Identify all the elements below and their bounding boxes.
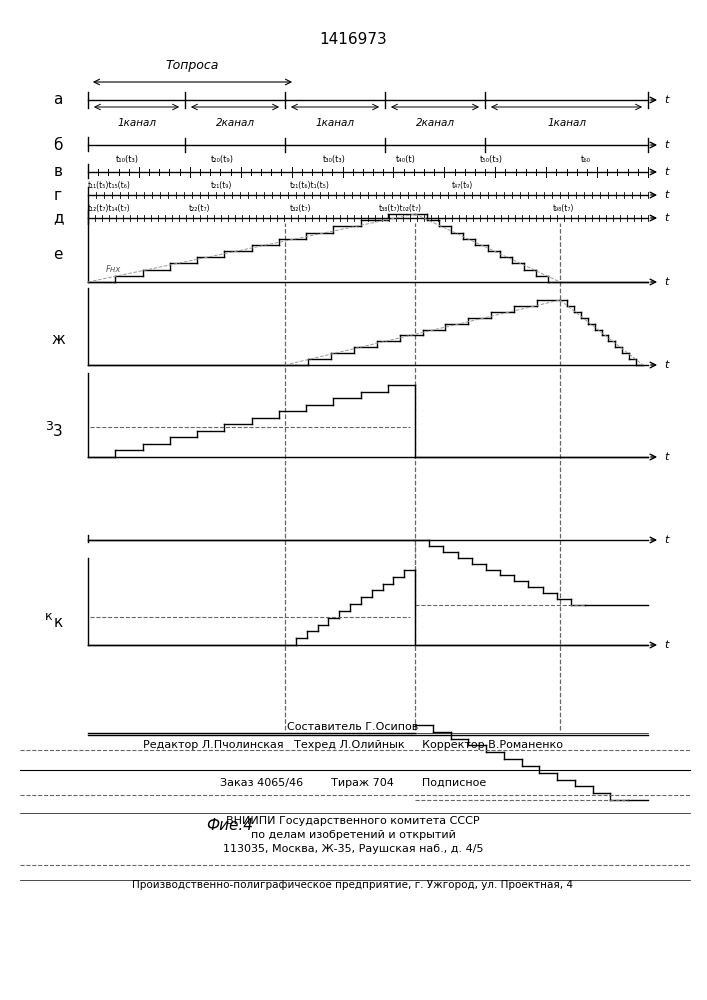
Text: t: t <box>664 190 668 200</box>
Text: t: t <box>664 360 668 370</box>
Text: t: t <box>664 95 668 105</box>
Text: 113035, Москва, Ж-35, Раушская наб., д. 4/5: 113035, Москва, Ж-35, Раушская наб., д. … <box>223 844 484 854</box>
Text: 2канал: 2канал <box>416 118 455 128</box>
Text: t₂₁(t₉): t₂₁(t₉) <box>211 181 233 190</box>
Text: t₉₈(t₇): t₉₈(t₇) <box>553 204 574 213</box>
Text: 1канал: 1канал <box>547 118 586 128</box>
Text: 3: 3 <box>45 420 53 433</box>
Text: t: t <box>664 213 668 223</box>
Text: t: t <box>664 167 668 177</box>
Text: t₁₀(t₃): t₁₀(t₃) <box>116 155 139 164</box>
Text: к: к <box>53 615 63 630</box>
Text: Tопроса: Tопроса <box>166 59 219 72</box>
Text: по делам изобретений и открытий: по делам изобретений и открытий <box>250 830 455 840</box>
Text: 2канал: 2канал <box>216 118 255 128</box>
Text: t: t <box>664 535 668 545</box>
Text: е: е <box>53 247 63 262</box>
Text: t₄₀(t): t₄₀(t) <box>396 155 416 164</box>
Text: ж: ж <box>51 332 65 347</box>
Text: 3: 3 <box>53 424 63 439</box>
Text: t: t <box>664 452 668 462</box>
Text: к: к <box>45 610 53 623</box>
Text: Fнх: Fнх <box>106 265 122 274</box>
Text: Производственно-полиграфическое предприятие, г. Ужгород, ул. Проектная, 4: Производственно-полиграфическое предприя… <box>132 880 573 890</box>
Text: t: t <box>664 140 668 150</box>
Text: 1416973: 1416973 <box>319 32 387 47</box>
Text: t: t <box>664 277 668 287</box>
Text: t₂₁(t₆)t₁(t₅): t₂₁(t₆)t₁(t₅) <box>290 181 329 190</box>
Text: t₁₁(t₅)t₁₅(t₆): t₁₁(t₅)t₁₅(t₆) <box>88 181 131 190</box>
Text: б: б <box>53 137 63 152</box>
Text: Заказ 4065/46        Тираж 704        Подписное: Заказ 4065/46 Тираж 704 Подписное <box>220 778 486 788</box>
Text: t₁₂(t₇)t₁₄(t₇): t₁₂(t₇)t₁₄(t₇) <box>88 204 131 213</box>
Text: ВНИИПИ Государственного комитета СССР: ВНИИПИ Государственного комитета СССР <box>226 816 480 826</box>
Text: Фие.4: Фие.4 <box>206 818 254 833</box>
Text: t₂₀(t₉): t₂₀(t₉) <box>211 155 234 164</box>
Text: t₆₀: t₆₀ <box>580 155 591 164</box>
Text: t₃₂(t₇): t₃₂(t₇) <box>290 204 311 213</box>
Text: д: д <box>53 211 63 226</box>
Text: t₄₇(t₉): t₄₇(t₉) <box>452 181 473 190</box>
Text: Редактор Л.Пчолинская   Техред Л.Олийнык     Корректор В.Романенко: Редактор Л.Пчолинская Техред Л.Олийнык К… <box>143 740 563 750</box>
Text: Составитель Г.Осипов: Составитель Г.Осипов <box>287 722 419 732</box>
Text: t₂₂(t₇): t₂₂(t₇) <box>189 204 210 213</box>
Text: 1канал: 1канал <box>315 118 354 128</box>
Text: t: t <box>664 640 668 650</box>
Text: 1канал: 1канал <box>117 118 156 128</box>
Text: t₅₀(t₃): t₅₀(t₃) <box>480 155 503 164</box>
Text: г: г <box>54 188 62 202</box>
Text: в: в <box>54 164 62 180</box>
Text: а: а <box>53 93 63 107</box>
Text: t₃₀(t₃): t₃₀(t₃) <box>323 155 346 164</box>
Text: t₃₈(t₇)t₀₂(t₇): t₃₈(t₇)t₀₂(t₇) <box>379 204 422 213</box>
